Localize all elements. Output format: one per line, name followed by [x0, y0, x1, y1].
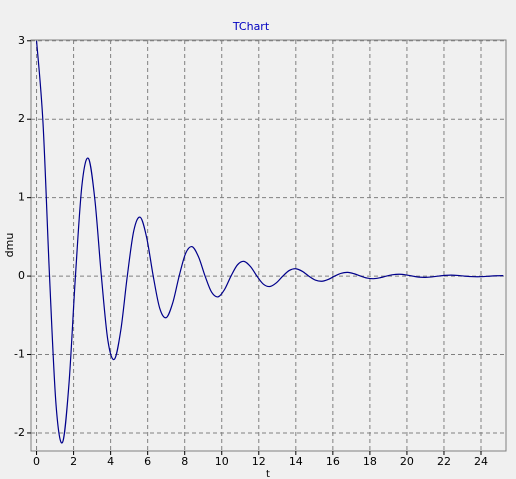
y-axis-label: dmu [3, 233, 16, 258]
x-tick-label: 12 [252, 455, 266, 468]
y-tick-label: -2 [14, 426, 25, 439]
plot-area [30, 39, 507, 452]
y-tick-label: 3 [18, 34, 25, 47]
x-tick-label: 22 [437, 455, 451, 468]
data-line [35, 40, 504, 444]
y-tick-label: 1 [18, 191, 25, 204]
x-tick-label: 18 [363, 455, 377, 468]
y-tick-label: -1 [14, 348, 25, 361]
x-tick-label: 20 [400, 455, 414, 468]
x-tick-label: 8 [181, 455, 188, 468]
x-tick-label: 6 [144, 455, 151, 468]
x-axis-label: t [266, 469, 270, 479]
x-tick-label: 0 [33, 455, 40, 468]
x-tick-label: 10 [215, 455, 229, 468]
x-tick-label: 24 [474, 455, 488, 468]
y-tick-label: 2 [18, 112, 25, 125]
y-tick-label: 0 [18, 269, 25, 282]
x-tick-label: 2 [70, 455, 77, 468]
chart-title: TChart [232, 20, 270, 33]
x-tick-label: 16 [326, 455, 340, 468]
x-tick-label: 4 [107, 455, 114, 468]
x-tick-label: 14 [289, 455, 303, 468]
